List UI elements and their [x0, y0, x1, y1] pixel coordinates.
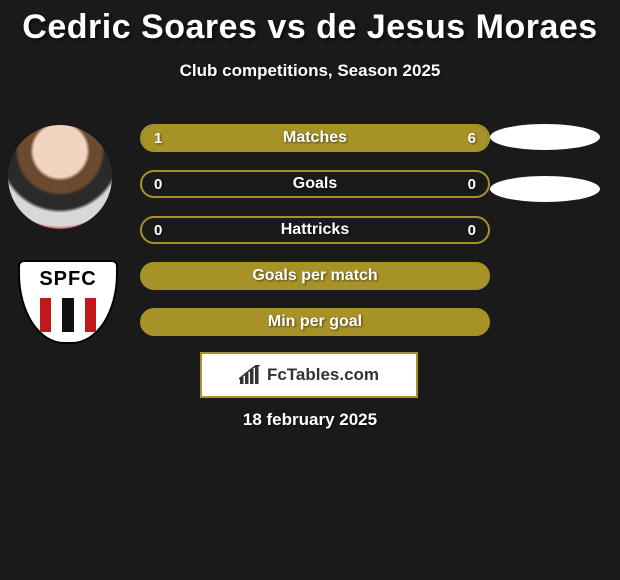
branding-box: FcTables.com	[200, 352, 418, 398]
comparison-card: Cedric Soares vs de Jesus Moraes Club co…	[0, 0, 620, 580]
stat-row: 16Matches	[140, 124, 490, 152]
club-logo-stripes	[40, 298, 96, 332]
stat-label: Hattricks	[142, 218, 488, 242]
page-title: Cedric Soares vs de Jesus Moraes	[0, 0, 620, 47]
stat-row: Goals per match	[140, 262, 490, 290]
stat-row: Min per goal	[140, 308, 490, 336]
stat-label: Matches	[142, 126, 488, 150]
branding-text: FcTables.com	[267, 365, 379, 385]
page-subtitle: Club competitions, Season 2025	[0, 61, 620, 81]
stat-label: Min per goal	[142, 310, 488, 334]
stat-label: Goals	[142, 172, 488, 196]
club-logo-text: SPFC	[39, 268, 96, 291]
stat-row: 00Hattricks	[140, 216, 490, 244]
stat-label: Goals per match	[142, 264, 488, 288]
right-pill-2	[490, 176, 600, 202]
stats-panel: 16Matches 00Goals 00Hattricks Goals per mat…	[140, 124, 490, 354]
player-photo	[8, 125, 112, 229]
footer-date: 18 february 2025	[0, 410, 620, 430]
club-logo: SPFC	[18, 260, 118, 344]
right-pill-1	[490, 124, 600, 150]
bar-chart-icon	[239, 365, 261, 385]
stat-row: 00Goals	[140, 170, 490, 198]
